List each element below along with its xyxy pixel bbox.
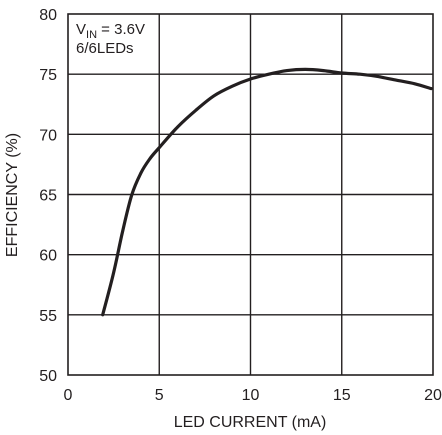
y-tick-label: 80 <box>39 7 57 24</box>
x-tick-label: 10 <box>242 387 260 404</box>
x-tick-label: 20 <box>424 387 442 404</box>
x-tick-label: 5 <box>155 387 164 404</box>
x-tick-labels: 0 5 10 15 20 <box>64 387 442 404</box>
annotation-line1: VIN = 3.6V <box>76 21 145 41</box>
annotation-value: = 3.6V <box>97 21 145 38</box>
y-axis-title: EFFICIENCY (%) <box>4 133 21 257</box>
annotation-subscript: IN <box>86 29 97 41</box>
x-axis-title: LED CURRENT (mA) <box>174 414 327 431</box>
y-tick-label: 55 <box>39 308 57 325</box>
y-tick-label: 75 <box>39 67 57 84</box>
y-tick-label: 60 <box>39 248 57 265</box>
efficiency-curve <box>101 67 433 317</box>
y-tick-label: 50 <box>39 368 57 385</box>
plot-frame <box>67 13 434 376</box>
y-tick-labels: 50 55 60 65 70 75 80 <box>39 7 57 385</box>
annotation-v: V <box>76 21 86 38</box>
x-tick-label: 15 <box>333 387 351 404</box>
y-tick-label: 70 <box>39 127 57 144</box>
annotation-line2: 6/6LEDs <box>76 40 134 57</box>
x-tick-label: 0 <box>64 387 73 404</box>
y-tick-label: 65 <box>39 188 57 205</box>
grid-lines <box>68 14 433 375</box>
